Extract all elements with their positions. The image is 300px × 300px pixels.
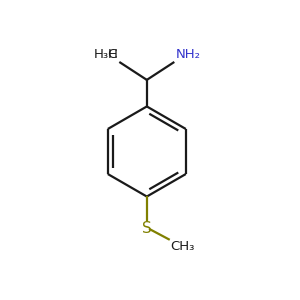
Text: CH₃: CH₃: [170, 240, 194, 253]
Text: S: S: [142, 221, 152, 236]
Text: NH₂: NH₂: [176, 48, 201, 62]
Text: H₃C: H₃C: [94, 48, 118, 62]
Text: H: H: [108, 48, 118, 62]
